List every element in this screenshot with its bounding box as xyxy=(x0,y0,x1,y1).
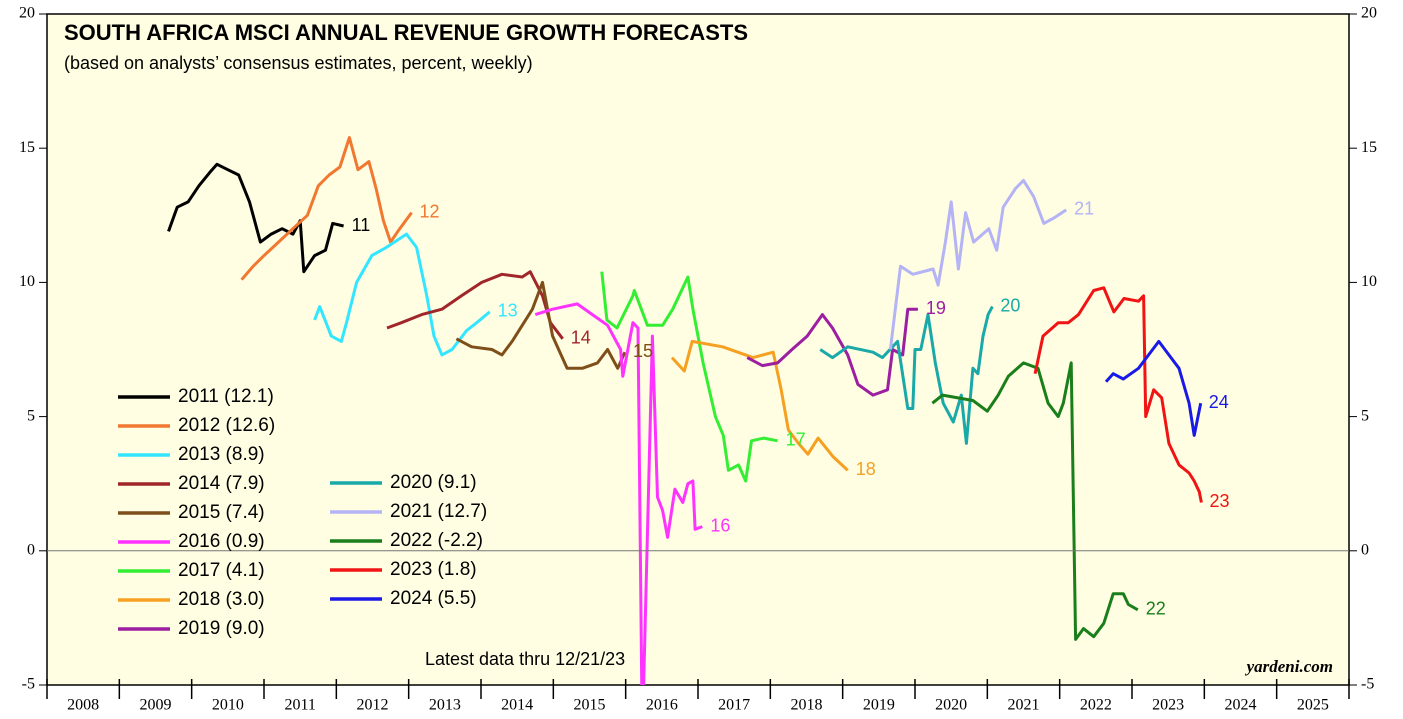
end-label: 15 xyxy=(633,341,653,361)
y2-tick-label: 10 xyxy=(1361,273,1377,290)
y-tick-label: 10 xyxy=(19,273,35,290)
end-label: 16 xyxy=(710,515,730,535)
x-tick-label: 2024 xyxy=(1225,697,1257,714)
x-tick-label: 2023 xyxy=(1152,697,1184,714)
note: Latest data thru 12/21/23 xyxy=(425,649,625,669)
series-line xyxy=(313,232,491,357)
end-label: 20 xyxy=(1000,295,1020,315)
series-line xyxy=(600,271,778,483)
x-tick-label: 2020 xyxy=(935,697,967,714)
series-line xyxy=(167,162,344,274)
legend-label: 2022 (-2.2) xyxy=(390,530,483,551)
series-line xyxy=(888,178,1068,350)
series-line xyxy=(386,270,564,340)
x-tick-label: 2009 xyxy=(140,697,172,714)
x-tick-label: 2021 xyxy=(1008,697,1040,714)
end-label: 21 xyxy=(1074,199,1094,219)
legend-label: 2021 (12.7) xyxy=(390,501,487,522)
chart-subtitle: (based on analysts’ consensus estimates,… xyxy=(64,53,533,73)
end-label: 12 xyxy=(420,201,440,221)
x-tick-label: 2014 xyxy=(501,697,533,714)
x-tick-label: 2013 xyxy=(429,697,461,714)
legend-label: 2011 (12.1) xyxy=(178,386,274,407)
y2-tick-label: 20 xyxy=(1361,5,1377,22)
legend-label: 2017 (4.1) xyxy=(178,560,265,581)
x-tick-label: 2008 xyxy=(67,697,99,714)
end-label: 13 xyxy=(498,301,518,321)
x-tick-label: 2022 xyxy=(1080,697,1112,714)
end-label: 17 xyxy=(786,430,806,450)
plot-area xyxy=(46,13,1350,686)
legend-label: 2019 (9.0) xyxy=(178,618,265,639)
x-tick-label: 2018 xyxy=(791,697,823,714)
end-label: 24 xyxy=(1209,392,1229,412)
legend-label: 2018 (3.0) xyxy=(178,589,265,610)
series-line xyxy=(931,361,1139,641)
legend-label: 2015 (7.4) xyxy=(178,502,265,523)
x-tick-label: 2016 xyxy=(646,697,678,714)
end-label: 11 xyxy=(352,215,371,235)
y2-tick-label: 5 xyxy=(1361,407,1369,424)
y-tick-label: -5 xyxy=(22,676,35,693)
x-tick-label: 2025 xyxy=(1297,697,1329,714)
x-tick-label: 2015 xyxy=(574,697,606,714)
y-tick-label: 20 xyxy=(19,5,35,22)
legend-label: 2023 (1.8) xyxy=(390,559,477,580)
series-line xyxy=(534,302,703,685)
end-label: 23 xyxy=(1209,491,1229,511)
y2-tick-label: -5 xyxy=(1361,676,1374,693)
y2-tick-label: 15 xyxy=(1361,139,1377,156)
series-line xyxy=(240,136,413,281)
y-tick-label: 5 xyxy=(27,407,35,424)
legend-label: 2013 (8.9) xyxy=(178,444,265,465)
end-label: 22 xyxy=(1146,599,1166,619)
x-tick-label: 2011 xyxy=(284,697,315,714)
chart-title: SOUTH AFRICA MSCI ANNUAL REVENUE GROWTH … xyxy=(64,20,748,45)
x-tick-label: 2019 xyxy=(863,697,895,714)
legend-label: 2020 (9.1) xyxy=(390,472,477,493)
series-line xyxy=(1104,339,1203,437)
end-label: 18 xyxy=(856,459,876,479)
legend-label: 2024 (5.5) xyxy=(390,588,477,609)
legend-label: 2014 (7.9) xyxy=(178,473,265,494)
x-tick-label: 2012 xyxy=(357,697,389,714)
y2-tick-label: 0 xyxy=(1361,541,1369,558)
source: yardeni.com xyxy=(1245,657,1333,676)
end-label: 14 xyxy=(571,328,591,348)
series-line xyxy=(819,305,994,445)
y-tick-label: 0 xyxy=(27,541,35,558)
x-tick-label: 2017 xyxy=(718,697,750,714)
end-label: 19 xyxy=(926,298,946,318)
series-line xyxy=(670,339,849,472)
legend-label: 2012 (12.6) xyxy=(178,415,275,436)
legend-label: 2016 (0.9) xyxy=(178,531,265,552)
lines xyxy=(167,136,1203,685)
series-line xyxy=(1033,286,1203,503)
x-tick-label: 2010 xyxy=(212,697,244,714)
y-tick-label: 15 xyxy=(19,139,35,156)
